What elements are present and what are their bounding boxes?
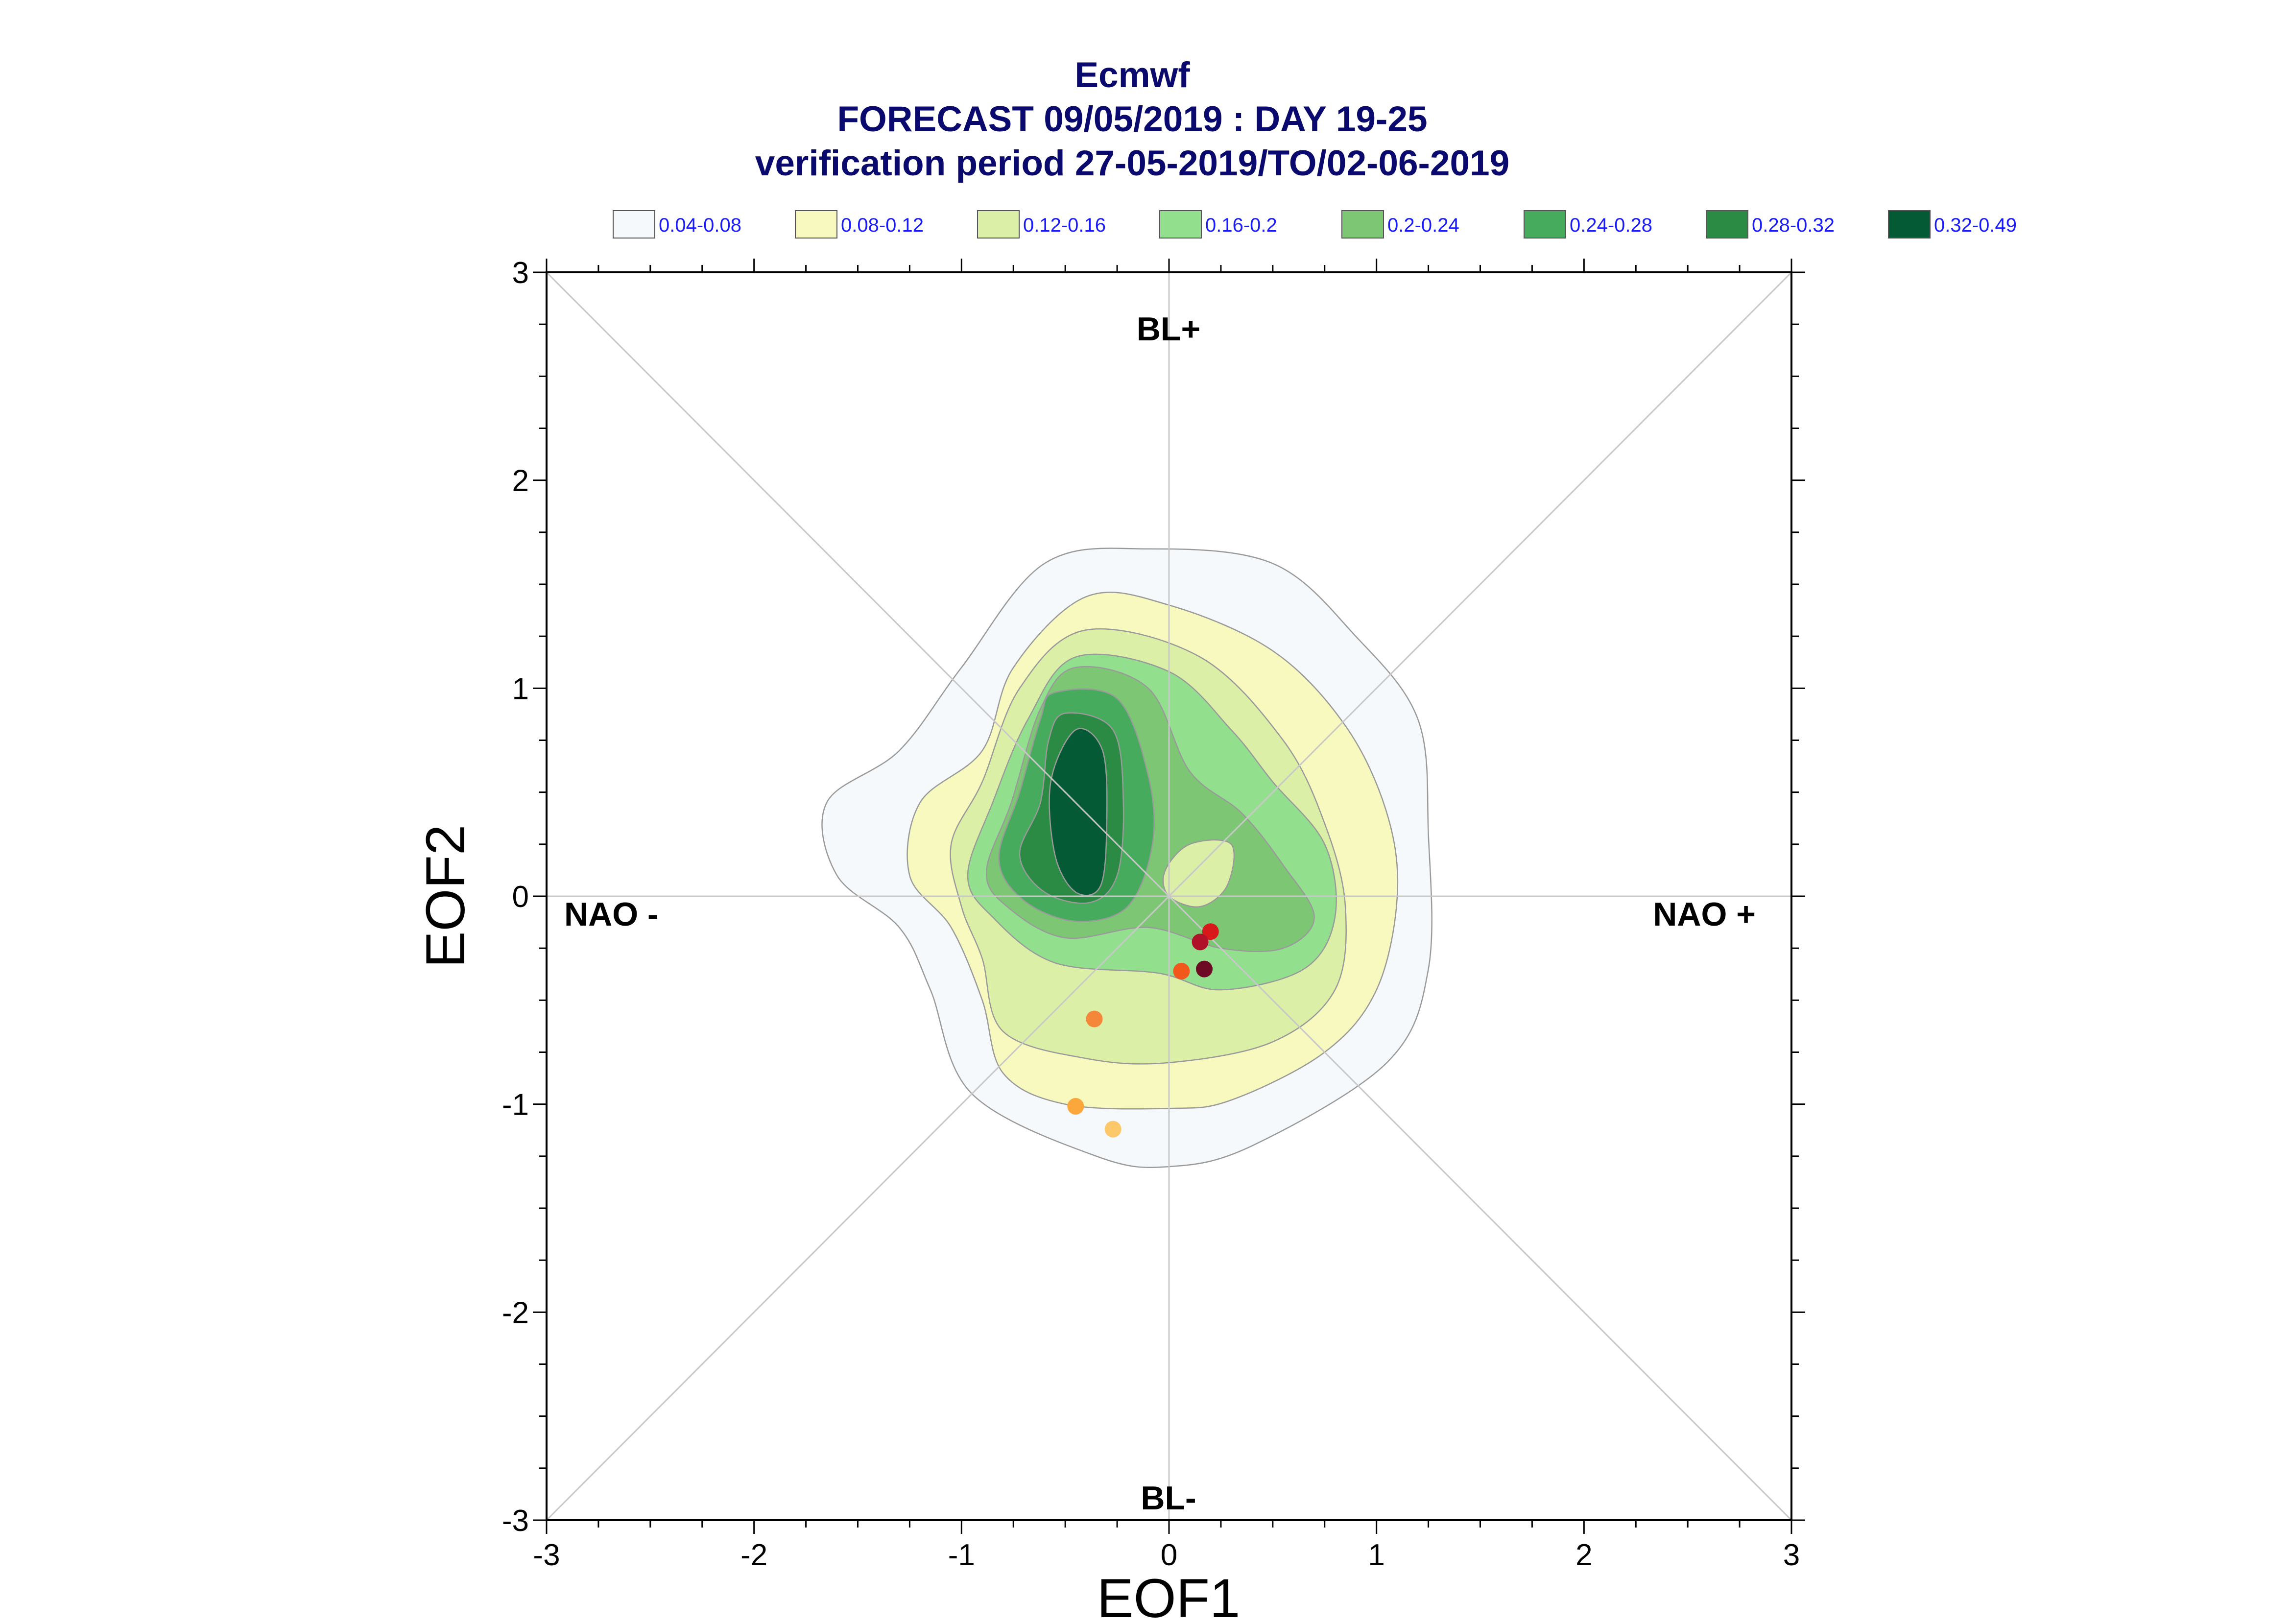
regime-label-left: NAO - [564, 896, 659, 933]
legend-label: 0.32-0.49 [1934, 215, 2017, 236]
scatter-point [1192, 933, 1209, 951]
y-axis-title: EOF2 [415, 825, 476, 968]
legend-label: 0.04-0.08 [659, 215, 741, 236]
legend-swatch [795, 210, 837, 239]
density-contour [1162, 839, 1235, 908]
scatter-point [1104, 1121, 1122, 1138]
scatter-point [1202, 923, 1219, 940]
plot-area [546, 271, 1792, 1521]
y-tick-label: 3 [512, 256, 529, 290]
scatter-point [1196, 960, 1213, 978]
legend-label: 0.2-0.24 [1387, 215, 1459, 236]
y-tick-label: -2 [502, 1296, 529, 1330]
legend: 0.04-0.08 0.08-0.12 0.12-0.16 0.16-0.2 0.2-0… [613, 210, 2017, 239]
legend-label: 0.16-0.2 [1205, 215, 1277, 236]
x-tick-label: 0 [1161, 1538, 1177, 1572]
x-tick-label: 3 [1783, 1538, 1800, 1572]
scatter-point [1067, 1098, 1084, 1115]
density-contour [1049, 728, 1108, 896]
title-line-3: verification period 27-05-2019/TO/02-06-… [755, 143, 1510, 183]
legend-label: 0.08-0.12 [841, 215, 924, 236]
x-axis-title: EOF1 [1097, 1568, 1241, 1622]
chart-title: Ecmwf FORECAST 09/05/2019 : DAY 19-25 ve… [755, 55, 1510, 183]
scatter-point [1173, 962, 1190, 979]
regime-label-top: BL+ [1137, 310, 1200, 348]
regime-labels: BL+ BL- NAO - NAO + [564, 310, 1756, 1517]
regime-label-bottom: BL- [1141, 1480, 1196, 1517]
x-tick-label: -1 [948, 1538, 975, 1572]
x-tick-label: 2 [1575, 1538, 1592, 1572]
x-tick-label: -2 [740, 1538, 767, 1572]
y-tick-label: -1 [502, 1088, 529, 1122]
y-tick-label: -3 [502, 1504, 529, 1538]
y-tick-label: 2 [512, 464, 529, 498]
axes: -3 -2 -1 0 1 2 3 -3 -2 -1 0 1 2 3 [502, 256, 1805, 1572]
legend-swatch [1524, 210, 1566, 239]
scatter-point [1086, 1010, 1103, 1027]
legend-swatch [1159, 210, 1202, 239]
y-tick-label: 0 [512, 880, 529, 914]
legend-label: 0.24-0.28 [1570, 215, 1652, 236]
legend-label: 0.28-0.32 [1752, 215, 1835, 236]
regime-label-right: NAO + [1653, 896, 1756, 933]
legend-swatch [1888, 210, 1931, 239]
y-tick-label: 1 [512, 672, 529, 706]
x-tick-label: -3 [533, 1538, 560, 1572]
x-tick-label: 1 [1368, 1538, 1384, 1572]
title-line-2: FORECAST 09/05/2019 : DAY 19-25 [837, 99, 1427, 139]
legend-label: 0.12-0.16 [1023, 215, 1106, 236]
legend-swatch [1341, 210, 1384, 239]
legend-swatch [1706, 210, 1748, 239]
legend-swatch [977, 210, 1020, 239]
legend-swatch [613, 210, 655, 239]
title-line-1: Ecmwf [1074, 55, 1190, 95]
